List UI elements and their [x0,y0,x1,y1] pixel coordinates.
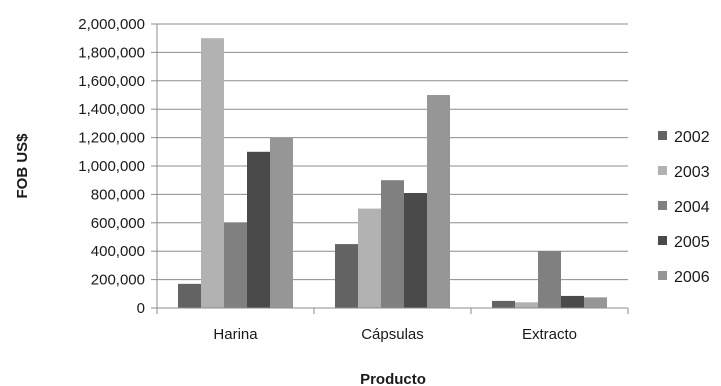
y-tick-label: 0 [137,300,145,317]
bar-2004-harina [224,222,247,308]
bar-2004-cápsulas [381,180,404,308]
bar-2002-cápsulas [335,244,358,308]
legend-label-2004: 2004 [674,199,710,216]
legend-label-2003: 2003 [674,164,710,181]
y-tick-label: 600,000 [91,215,145,232]
y-tick-label: 2,000,000 [78,16,145,33]
bar-2003-cápsulas [358,208,381,308]
x-axis-title: Producto [360,371,426,386]
legend-swatch-2003 [658,166,667,175]
legend-swatch-2004 [658,201,667,210]
x-tick-label: Cápsulas [361,326,424,343]
y-tick-label: 400,000 [91,243,145,260]
bar-2003-extracto [515,302,538,308]
x-tick-label: Extracto [522,326,577,343]
legend: 2002 2003 2004 2005 2006 [658,129,710,286]
y-tick-label: 1,600,000 [78,73,145,90]
y-tick-label: 200,000 [91,272,145,289]
y-tick-label: 1,000,000 [78,158,145,175]
y-tick-label: 1,800,000 [78,44,145,61]
bar-2006-extracto [584,297,607,308]
legend-swatch-2002 [658,131,667,140]
bar-2005-extracto [561,295,584,308]
x-tick-labels: Harina Cápsulas Extracto [213,326,577,343]
bar-2002-harina [178,283,201,308]
bar-2003-harina [201,38,224,308]
legend-label-2006: 2006 [674,269,710,286]
bar-2004-extracto [538,251,561,308]
y-tick-label: 1,200,000 [78,130,145,147]
bar-2006-harina [270,137,293,308]
axes [151,23,629,314]
legend-swatch-2005 [658,236,667,245]
bar-2005-harina [247,151,270,308]
y-axis-title: FOB US$ [14,133,31,199]
y-tick-label: 1,400,000 [78,101,145,118]
legend-swatch-2006 [658,271,667,280]
bar-2002-extracto [492,300,515,308]
x-tick-label: Harina [213,326,258,343]
bar-2005-cápsulas [404,192,427,308]
y-tick-labels: 0 200,000 400,000 600,000 800,000 1,000,000 1,… [78,16,145,317]
legend-label-2005: 2005 [674,234,710,251]
bars [178,38,607,308]
bar-2006-cápsulas [427,95,450,308]
y-tick-label: 800,000 [91,186,145,203]
legend-label-2002: 2002 [674,129,710,146]
